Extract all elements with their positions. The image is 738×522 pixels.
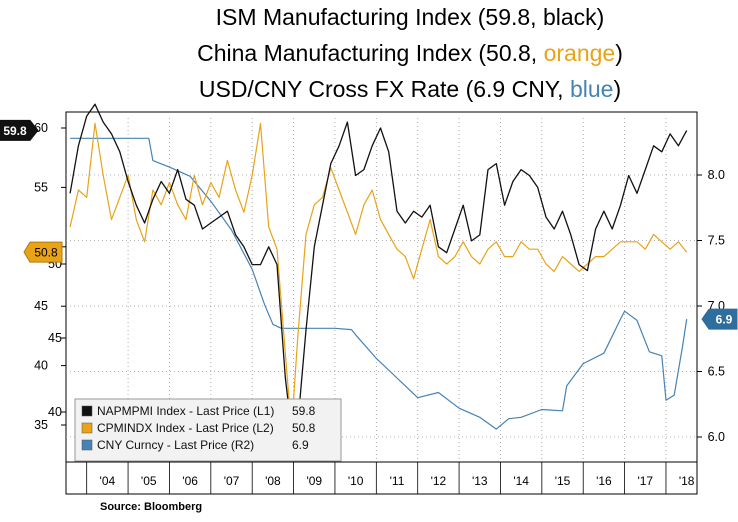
china-value-tag [23,241,63,263]
ism-value-tag [0,119,39,141]
legend-label-1: CPMINDX Index - Last Price (L2) [97,421,274,435]
legend-swatch-2 [81,439,93,451]
legend-box [74,398,342,462]
right-axis-label-8-0: 8.0 [708,168,725,182]
chart-title-line-2: China Manufacturing Index (50.8, orange) [150,40,670,67]
x-tick-label-15: '15 [555,474,571,488]
legend-label-2: CNY Curncy - Last Price (R2) [97,438,254,452]
usdcny-line [70,137,688,430]
x-tick-label-16: '16 [596,474,612,488]
x-tick-label-18: '18 [679,474,695,488]
chart-title-line-3: USD/CNY Cross FX Rate (6.9 CNY, blue) [150,76,670,103]
x-tick-label-10: '10 [348,474,364,488]
title-word-orange: orange [543,40,616,66]
x-tick-label-14: '14 [513,474,529,488]
x-tick-label-09: '09 [306,474,322,488]
legend-label-0: NAPMPMI Index - Last Price (L1) [97,404,274,418]
legend-value-0: 59.8 [292,404,316,418]
x-tick-label-06: '06 [182,474,198,488]
left-axis-2-label-40: 40 [48,405,62,419]
right-axis-label-7-5: 7.5 [708,234,725,248]
x-tick-label-12: '12 [431,474,447,488]
x-tick-label-07: '07 [224,474,240,488]
x-tick-label-17: '17 [637,474,653,488]
legend-swatch-1 [81,422,93,434]
left-axis-1-label-55: 55 [34,180,48,194]
ism-line [69,103,688,432]
x-tick-label-11: '11 [390,474,405,488]
right-axis-label-6-0: 6.0 [708,430,725,444]
legend-swatch-0 [81,405,93,417]
plot-frame [65,111,698,495]
chart-title-line-1: ISM Manufacturing Index (59.8, black) [215,4,605,30]
x-tick-label-08: '08 [265,474,281,488]
cny-value-tag [701,308,738,330]
x-tick-label-04: '04 [100,474,116,488]
cny-value-tag-label: 6.9 [716,313,733,327]
left-axis-1-label-45: 45 [34,299,48,313]
x-tick-label-05: '05 [141,474,157,488]
left-axis-2-label-45: 45 [48,331,62,345]
source-note: Source: Bloomberg [100,501,203,513]
right-axis-label-6-5: 6.5 [708,365,725,379]
ism-value-tag-label: 59.8 [3,124,27,138]
title-line-2-suffix: ) [615,40,623,66]
title-line-3-suffix: ) [613,76,622,102]
title-word-blue: blue [569,76,614,102]
left-axis-1-label-40: 40 [34,359,48,373]
title-line-3-prefix: USD/CNY Cross FX Rate (6.9 CNY, [198,76,570,102]
china-value-tag-label: 50.8 [34,246,58,260]
title-line-2-prefix: China Manufacturing Index (50.8, [197,40,544,66]
x-tick-label-13: '13 [472,474,488,488]
legend-value-2: 6.9 [292,438,309,452]
china-pmi-line [69,122,688,431]
left-axis-1-label-35: 35 [34,418,48,432]
legend-value-1: 50.8 [292,421,316,435]
